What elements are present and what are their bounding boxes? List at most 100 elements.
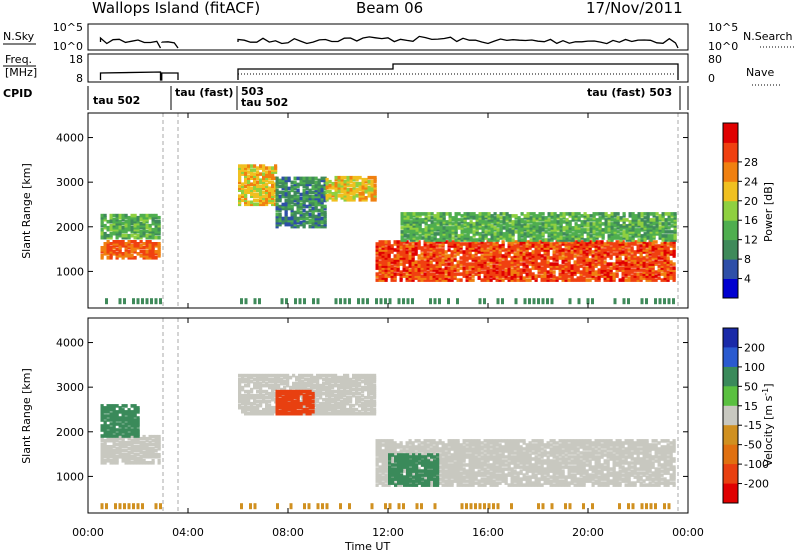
echo-cell <box>311 206 315 211</box>
echo-cell <box>609 266 613 270</box>
echo-cell <box>262 174 266 178</box>
echo-cell <box>118 432 122 436</box>
echo-cell <box>453 268 457 272</box>
echo-cell <box>316 409 320 414</box>
echo-cell <box>466 228 470 232</box>
echo-cell <box>139 244 143 248</box>
echo-cell <box>100 404 104 408</box>
echo-cell <box>466 232 470 236</box>
echo-cell <box>441 276 445 280</box>
echo-cell <box>565 232 569 236</box>
echo-cell <box>281 391 285 396</box>
echo-cell <box>323 214 327 219</box>
echo-cell <box>284 218 288 223</box>
echo-cell <box>495 244 499 248</box>
echo-cell <box>423 278 427 282</box>
echo-cell <box>559 212 563 216</box>
echo-cell <box>352 387 356 392</box>
echo-cell <box>322 403 326 408</box>
echo-cell <box>127 246 131 250</box>
echo-cell <box>439 230 443 234</box>
echo-cell <box>567 242 571 246</box>
echo-cell <box>612 248 616 252</box>
echo-cell <box>492 276 496 280</box>
echo-cell <box>645 244 649 248</box>
echo-cell <box>115 459 119 463</box>
echo-cell <box>429 268 433 272</box>
echo-cell <box>645 276 649 280</box>
colorbar-swatch <box>723 259 738 279</box>
echo-cell <box>241 397 245 402</box>
echo-cell <box>253 397 257 402</box>
echo-cell <box>284 393 288 398</box>
echo-cell <box>121 221 125 226</box>
echo-cell <box>516 264 520 268</box>
echo-cell <box>250 375 254 380</box>
echo-cell <box>475 224 479 228</box>
echo-cell <box>305 401 309 406</box>
echo-cell <box>498 244 502 248</box>
echo-cell <box>481 214 485 218</box>
echo-cell <box>612 244 616 248</box>
echo-cell <box>517 234 521 238</box>
echo-cell <box>643 220 647 224</box>
echo-cell <box>115 451 119 455</box>
echo-cell <box>293 399 297 404</box>
echo-cell <box>510 260 514 264</box>
echo-cell <box>346 399 350 404</box>
echo-cell <box>142 242 146 246</box>
echo-cell <box>284 188 288 193</box>
echo-cell <box>284 409 288 414</box>
echo-cell <box>636 260 640 264</box>
echo-cell <box>481 236 485 240</box>
echo-cell <box>302 214 306 219</box>
echo-cell <box>364 405 368 410</box>
echo-cell <box>438 272 442 276</box>
echo-cell <box>124 455 128 459</box>
echo-cell <box>661 230 665 234</box>
echo-cell <box>256 166 260 170</box>
echo-cell <box>547 222 551 226</box>
echo-cell <box>598 234 602 238</box>
echo-cell <box>541 234 545 238</box>
echo-cell <box>426 240 430 244</box>
echo-cell <box>645 268 649 272</box>
echo-cell <box>103 414 107 418</box>
echo-cell <box>346 407 350 412</box>
echo-cell <box>319 389 323 394</box>
echo-cell <box>624 266 628 270</box>
echo-cell <box>672 276 676 280</box>
echo-cell <box>322 377 326 382</box>
echo-cell <box>258 298 261 305</box>
echo-cell <box>357 298 360 305</box>
echo-cell <box>364 188 368 192</box>
echo-cell <box>402 258 406 262</box>
echo-cell <box>442 238 446 242</box>
echo-cell <box>567 262 571 266</box>
echo-cell <box>643 234 647 238</box>
echo-cell <box>441 260 445 264</box>
echo-cell <box>139 457 143 461</box>
echo-cell <box>399 242 403 246</box>
echo-cell <box>305 399 309 404</box>
echo-cell <box>133 412 137 416</box>
echo-cell <box>459 244 463 248</box>
freq-tick-bottom: 8 <box>76 72 83 85</box>
echo-cell <box>454 238 458 242</box>
echo-cell <box>495 248 499 252</box>
echo-cell <box>387 270 391 274</box>
echo-cell <box>451 218 455 222</box>
echo-cell <box>302 178 306 183</box>
echo-cell <box>673 236 677 240</box>
echo-cell <box>340 403 344 408</box>
echo-cell <box>378 445 382 449</box>
echo-cell <box>328 391 332 396</box>
echo-cell <box>390 274 394 278</box>
echo-cell <box>290 401 294 406</box>
echo-cell <box>651 256 655 260</box>
echo-cell <box>574 236 578 240</box>
echo-cell <box>555 258 559 262</box>
echo-cell <box>262 393 266 398</box>
echo-cell <box>546 250 550 254</box>
echo-cell <box>517 222 521 226</box>
